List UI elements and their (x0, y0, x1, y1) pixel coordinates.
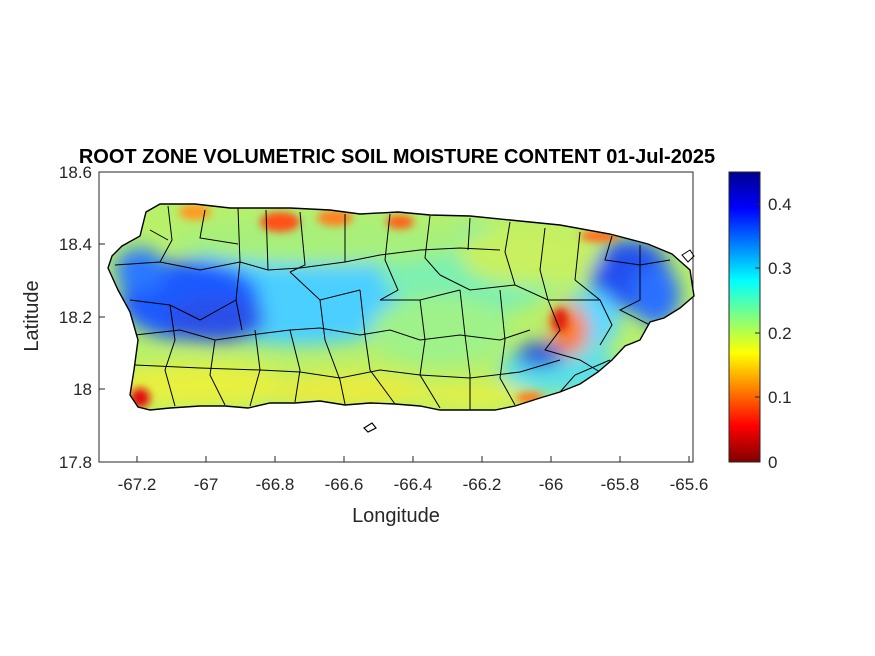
municipality-boundaries (114, 205, 671, 410)
colorbar-gradient (728, 171, 761, 463)
y-tick-label: 18 (73, 380, 92, 399)
colorbar-tick-label: 0.4 (768, 195, 792, 214)
y-axis: 17.8 18 18.2 18.4 18.6 Latitude (21, 163, 105, 472)
x-tick-label: -66 (539, 475, 564, 494)
x-axis-label: Longitude (352, 505, 440, 527)
x-tick-label: -66.4 (394, 475, 433, 494)
colorbar-tick-label: 0 (768, 453, 777, 472)
colorbar: 0 0.1 0.2 0.3 0.4 (728, 171, 792, 472)
x-tick-label: -66.8 (256, 475, 295, 494)
colorbar-tick-label: 0.3 (768, 259, 792, 278)
y-tick-label: 18.2 (59, 308, 92, 327)
y-tick-label: 18.4 (59, 235, 92, 254)
x-tick-label: -65.6 (670, 475, 709, 494)
y-tick-label: 17.8 (59, 453, 92, 472)
soil-moisture-field (108, 204, 694, 410)
y-axis-label: Latitude (21, 280, 43, 351)
x-tick-label: -65.8 (601, 475, 640, 494)
x-tick-label: -67 (194, 475, 219, 494)
x-axis: -67.2 -67 -66.8 -66.6 -66.4 -66.2 -66 -6… (118, 456, 709, 527)
y-tick-label: 18.6 (59, 163, 92, 182)
colorbar-tick-label: 0.1 (768, 388, 792, 407)
colorbar-tick-label: 0.2 (768, 324, 792, 343)
x-tick-label: -66.2 (463, 475, 502, 494)
x-tick-label: -66.6 (325, 475, 364, 494)
x-tick-label: -67.2 (118, 475, 157, 494)
east-islet (681, 249, 695, 263)
caja-de-muertos-islet (363, 422, 377, 433)
chart-title: ROOT ZONE VOLUMETRIC SOIL MOISTURE CONTE… (79, 146, 715, 168)
